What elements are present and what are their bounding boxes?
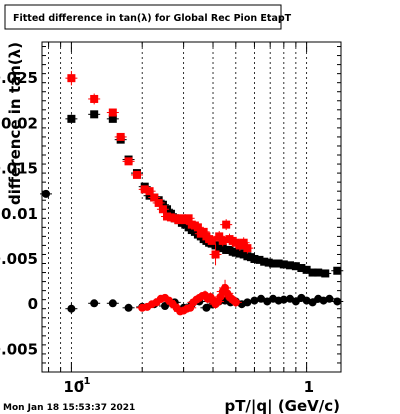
data-point [140,185,149,194]
data-point [333,297,342,306]
y-tick-label: -0.005 [0,340,38,358]
y-tick-label: 0.015 [0,160,38,178]
data-point [239,238,248,247]
data-point [243,298,252,307]
timestamp: Mon Jan 18 15:53:37 2021 [3,403,135,413]
chart-title: Fitted difference in tan(λ) for Global R… [13,13,292,24]
y-axis-label: difference in tan(λ) [6,42,24,205]
y-tick-label: 0 [28,295,38,313]
data-point [199,227,208,236]
data-point [321,269,330,278]
data-point [184,214,193,223]
data-point [116,132,125,141]
data-point [286,261,295,270]
data-point [108,299,117,308]
data-point [193,223,202,232]
data-point [274,259,283,268]
data-point [279,295,288,304]
data-point [158,205,167,214]
grid-lines [48,42,308,372]
data-point [90,299,99,308]
axis-ticks [42,42,341,373]
x-axis-label: pT/|q| (GeV/c) [224,397,340,414]
data-point [215,232,224,241]
data-point [124,157,133,166]
data-point [42,189,51,198]
data-point [302,265,311,274]
data-point [325,294,334,303]
data-point [202,303,211,312]
data-point [67,304,76,313]
data-point [231,238,240,247]
data-point [297,264,306,273]
data-point [333,266,342,275]
x-tick-label: 10 [63,378,84,396]
y-tick-label: 0.005 [0,250,38,268]
data-point [90,110,99,119]
data-point [250,254,259,263]
data-point [231,248,240,257]
tick-labels: -0.005 0 0.005 0.01 0.015 0.02 0.025 10-1 1 [0,69,314,396]
chart-title-box: Fitted difference in tan(λ) for Global R… [4,4,292,30]
data-point [132,170,141,179]
data-point [207,236,216,245]
x-tick-label-exponent: -1 [79,376,90,387]
data-point [124,303,133,312]
data-point [218,236,227,245]
series-layer [40,70,344,316]
x-tick-label: 1 [304,378,314,396]
y-tick-label: 0.01 [1,205,38,223]
y-tick-label: 0.025 [0,69,38,87]
data-point [67,74,76,83]
data-point [291,262,300,271]
data-point [90,94,99,103]
data-point [154,198,163,207]
data-point [67,114,76,123]
data-point [231,298,240,307]
data-point [108,114,117,123]
data-point [257,294,266,303]
data-point [145,187,154,196]
data-point [108,108,117,117]
data-point [150,193,159,202]
data-point [145,191,154,200]
y-tick-label: 0.02 [1,114,38,132]
data-point [264,258,273,267]
data-point [222,220,231,229]
data-point [260,257,269,266]
data-point [243,244,252,253]
data-point [158,200,167,209]
data-point [314,268,323,277]
data-point [255,255,264,264]
data-point [211,250,220,259]
data-point [279,260,288,269]
